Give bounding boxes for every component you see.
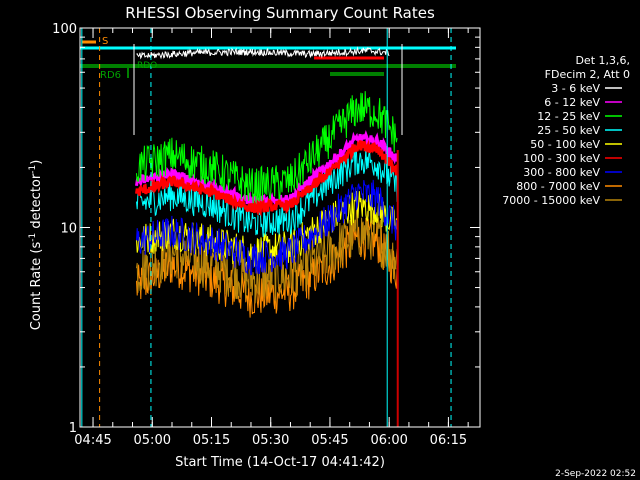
y-axis-label-sup-2: -1 [28,165,38,174]
legend-label: 12 - 25 keV [537,110,600,123]
y-tick-label: 100 [52,22,77,37]
legend-label: 50 - 100 keV [530,138,600,151]
footer-date: 2-Sep-2022 02:52 [555,469,636,479]
axes: 1 10 100 04:45 05:00 05:15 05:30 05:45 06:00 06:1… [52,22,480,448]
y-axis-label: Count Rate (s-1 detector-1) [28,160,44,331]
legend-label: 100 - 300 keV [523,152,600,165]
x-tick-label: 05:45 [311,433,348,448]
x-tick-label: 05:30 [252,433,289,448]
series-line [136,91,398,206]
legend-label: 6 - 12 keV [544,96,600,109]
y-tick-label: 10 [60,222,77,237]
series-line [136,46,390,60]
x-tick-label: 06:15 [430,433,467,448]
legend-label: 800 - 7000 keV [516,180,600,193]
y-axis-label-end: ) [29,160,44,165]
x-tick-label: 05:00 [134,433,171,448]
rd6-label: RD6 [100,70,121,81]
x-axis-label: Start Time (14-Oct-17 04:41:42) [175,455,385,470]
y-axis-label-tail: detector [29,173,44,233]
x-tick-label: 06:00 [370,433,407,448]
y-tick-label: 1 [69,421,77,436]
y-axis-label-sup: -1 [28,233,38,242]
series-line [136,179,398,276]
event-markers [81,28,452,427]
x-tick-label: 05:15 [193,433,230,448]
chart-title: RHESSI Observing Summary Count Rates [125,4,435,22]
x-tick-label: 04:45 [74,433,111,448]
series-layer [135,46,399,318]
y-axis-label-main: Count Rate (s [29,242,44,331]
saa-label: S [102,36,108,47]
series-line [135,139,399,217]
legend-header: Det 1,3,6, [575,54,630,67]
legend-label: 7000 - 15000 keV [502,194,600,207]
legend-label: 300 - 800 keV [523,166,600,179]
legend-label: 25 - 50 keV [537,124,600,137]
legend-label: 3 - 6 keV [551,82,600,95]
rdo-label: RDO [137,61,157,71]
legend-header: FDecim 2, Att 0 [545,68,630,81]
series-line [135,130,398,212]
